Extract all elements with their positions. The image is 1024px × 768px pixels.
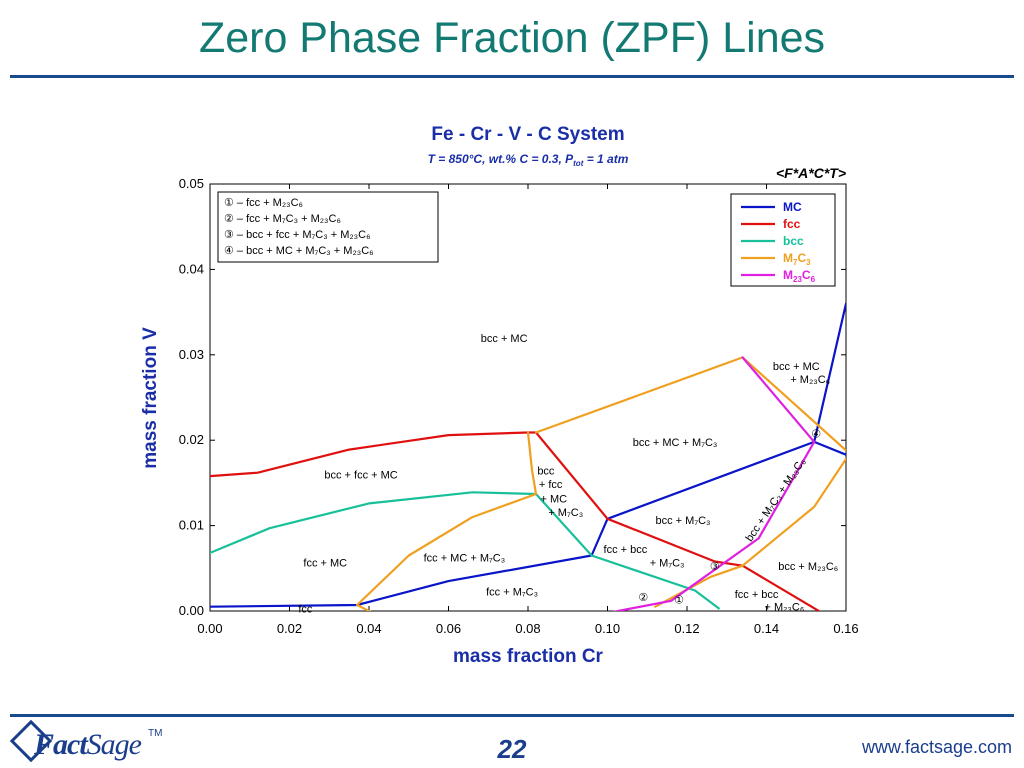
region-label: bcc + M₂₃C₆ — [778, 561, 838, 573]
y-tick-label: 0.02 — [179, 432, 204, 447]
invariant-point-label: ① — [674, 594, 684, 606]
region-label: bcc + MC + M₇C₃ — [633, 437, 718, 449]
region-label: bcc + MC — [481, 333, 528, 345]
title-divider — [10, 75, 1014, 78]
chart-subtitle: T = 850°C, wt.% C = 0.3, Ptot = 1 atm — [428, 152, 629, 168]
region-label: fcc + MC — [303, 558, 347, 570]
legend-label: bcc — [783, 234, 804, 248]
region-label: + M₇C₃ — [650, 558, 685, 570]
legend-label: MC — [783, 200, 802, 214]
region-label: + M₂₃C₆ — [764, 602, 804, 614]
region-label: bcc — [537, 465, 555, 477]
y-axis-label: mass fraction V — [140, 327, 161, 469]
line-m7c3-0 — [356, 492, 538, 607]
chart-title: Fe - Cr - V - C System — [431, 124, 624, 145]
slide-title: Zero Phase Fraction (ZPF) Lines — [198, 14, 826, 62]
y-tick-label: 0.04 — [179, 261, 204, 276]
y-tick-label: 0.00 — [179, 603, 204, 618]
line-mc-0 — [210, 440, 846, 608]
y-tick-label: 0.01 — [179, 518, 204, 533]
x-tick-label: 0.14 — [754, 621, 779, 636]
x-tick-label: 0.08 — [515, 621, 540, 636]
logo-word-a: Fact — [34, 728, 88, 761]
notes-box-frame — [217, 191, 439, 263]
x-tick-label: 0.04 — [356, 621, 381, 636]
logo-word-b: Sage — [86, 728, 142, 761]
invariant-point-labels: ④ ③ ② ① — [638, 429, 821, 607]
x-tick-label: 0.16 — [833, 621, 858, 636]
legend-label: M23C6 — [783, 268, 816, 284]
region-label: + M₂₃C₆ — [790, 374, 830, 386]
region-label: + M₇C₃ — [548, 507, 583, 519]
line-m7c3-5 — [356, 603, 372, 611]
chart-tag: <F*A*C*T> — [776, 165, 846, 181]
line-m7c3-3 — [741, 356, 846, 452]
line-fcc-0 — [210, 431, 822, 611]
invariant-point-label: ② — [638, 592, 648, 604]
region-label: fcc + MC + M₇C₃ — [424, 552, 506, 564]
x-tick-label: 0.00 — [197, 621, 222, 636]
line-m7c3-1 — [526, 431, 538, 496]
note-item: ③ – bcc + fcc + M₇C₃ + M₂₃C₆ — [224, 229, 371, 241]
region-label: bcc + MC — [773, 361, 820, 373]
note-item: ② – fcc + M₇C₃ + M₂₃C₆ — [224, 213, 341, 225]
region-label: + fcc — [539, 479, 563, 491]
x-tick-label: 0.06 — [436, 621, 461, 636]
region-label: + MC — [541, 494, 568, 506]
x-axis: 0.00 0.02 0.04 0.06 0.08 0.10 0.12 0.14 0.16 — [197, 184, 859, 636]
legend-label: fcc — [783, 217, 801, 231]
y-tick-label: 0.03 — [179, 347, 204, 362]
note-item: ④ – bcc + MC + M₇C₃ + M₂₃C₆ — [224, 245, 374, 257]
logo-trademark: TM — [148, 728, 163, 739]
line-mc-1 — [813, 302, 846, 443]
region-label: fcc + M₇C₃ — [486, 587, 538, 599]
line-m23c6-0 — [741, 356, 816, 443]
invariant-point-label: ③ — [710, 561, 720, 573]
region-label: fcc + bcc — [735, 589, 779, 601]
line-m7c3-2 — [534, 356, 744, 434]
region-label: fcc + bcc — [604, 544, 648, 556]
invariant-point-label: ④ — [811, 429, 821, 441]
chart-subtitle-a: T = 850°C, wt.% C = 0.3, P — [428, 152, 575, 166]
logo-wordmark: FactSage — [34, 728, 142, 762]
y-axis: 0.00 0.01 0.02 0.03 0.04 0.05 — [179, 176, 846, 618]
phase-boundary-lines — [210, 302, 846, 611]
x-tick-label: 0.12 — [674, 621, 699, 636]
x-axis-label: mass fraction Cr — [453, 646, 604, 667]
invariant-notes-box: ① – fcc + M₂₃C₆ ② – fcc + M₇C₃ + M₂₃C₆ ③ –… — [217, 191, 439, 263]
legend-label: M7C3 — [783, 251, 811, 267]
phase-diagram-chart: Fe - Cr - V - C System T = 850°C, wt.% C… — [140, 124, 859, 667]
x-tick-label: 0.10 — [595, 621, 620, 636]
region-label: bcc + fcc + MC — [324, 470, 397, 482]
region-label: bcc + M₇C₃ + M₂₃C₆ — [744, 456, 809, 544]
footer-url[interactable]: www.factsage.com — [861, 737, 1012, 757]
line-m23c6-1 — [612, 440, 816, 611]
chart-subtitle-b: = 1 atm — [583, 152, 628, 166]
region-label: fcc — [298, 604, 313, 616]
chart-subtitle-sub: tot — [573, 159, 584, 168]
y-tick-label: 0.05 — [179, 176, 204, 191]
page-number: 22 — [497, 734, 527, 764]
x-tick-label: 0.02 — [277, 621, 302, 636]
factsage-logo: FactSage TM — [9, 719, 182, 768]
note-item: ① – fcc + M₂₃C₆ — [224, 197, 303, 209]
footer-divider — [10, 714, 1014, 717]
line-bcc-0 — [210, 491, 720, 610]
region-label: bcc + M₇C₃ — [656, 515, 711, 527]
